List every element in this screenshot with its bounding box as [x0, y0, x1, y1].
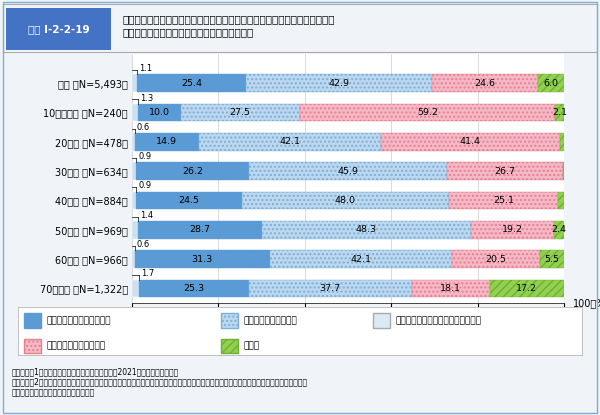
- Bar: [563, 162, 564, 180]
- Bar: [560, 133, 564, 151]
- Text: 2.1: 2.1: [553, 108, 568, 117]
- Bar: [452, 250, 540, 268]
- Bar: [132, 192, 136, 209]
- Text: どうしても必要な時に限り相談する: どうしても必要な時に限り相談する: [396, 316, 482, 325]
- Text: 26.2: 26.2: [182, 167, 203, 176]
- FancyBboxPatch shape: [23, 339, 41, 354]
- Text: 31.3: 31.3: [191, 254, 213, 264]
- Text: 相談先とは考えていない: 相談先とは考えていない: [46, 342, 106, 351]
- Bar: [490, 280, 564, 297]
- Bar: [540, 250, 564, 268]
- Text: 37.7: 37.7: [320, 284, 341, 293]
- Bar: [554, 221, 564, 239]
- Bar: [242, 192, 449, 209]
- Bar: [138, 221, 262, 239]
- Bar: [557, 192, 564, 209]
- Bar: [248, 280, 412, 297]
- Text: 19.2: 19.2: [502, 225, 523, 234]
- Text: 5.5: 5.5: [545, 254, 560, 264]
- Text: 図表 I-2-2-19: 図表 I-2-2-19: [28, 24, 89, 34]
- Text: 0.9: 0.9: [138, 152, 151, 161]
- Text: 48.0: 48.0: [335, 196, 356, 205]
- Text: 0.9: 0.9: [138, 181, 151, 190]
- Text: 28.7: 28.7: [190, 225, 211, 234]
- Text: （備考）　1．消費者庁「消費者意識基本調査」（2021年度）により作成。: （備考） 1．消費者庁「消費者意識基本調査」（2021年度）により作成。: [12, 367, 179, 376]
- Text: 24.6: 24.6: [475, 79, 496, 88]
- Bar: [132, 250, 134, 268]
- Text: 0.6: 0.6: [137, 240, 150, 249]
- Text: 必要に応じて相談する: 必要に応じて相談する: [244, 316, 298, 325]
- Text: 48.3: 48.3: [356, 225, 377, 234]
- FancyBboxPatch shape: [221, 339, 238, 354]
- Text: 41.4: 41.4: [460, 137, 481, 146]
- Text: 59.2: 59.2: [417, 108, 438, 117]
- FancyBboxPatch shape: [23, 313, 41, 327]
- Bar: [470, 221, 554, 239]
- Bar: [136, 192, 242, 209]
- Text: 100（%）: 100（%）: [572, 298, 600, 308]
- Text: 24.5: 24.5: [178, 196, 199, 205]
- Text: 困っていることや心配事がある場合の相談先として、「行政の窓口や公的な: 困っていることや心配事がある場合の相談先として、「行政の窓口や公的な: [123, 15, 335, 24]
- Bar: [199, 133, 381, 151]
- Bar: [132, 162, 136, 180]
- Text: 1.3: 1.3: [140, 93, 153, 103]
- Bar: [262, 221, 470, 239]
- Text: 10.0: 10.0: [149, 108, 170, 117]
- Text: 42.9: 42.9: [329, 79, 350, 88]
- Bar: [381, 133, 560, 151]
- Text: 14.9: 14.9: [156, 137, 177, 146]
- Text: どんなことでも相談できる: どんなことでも相談できる: [46, 316, 111, 325]
- Bar: [247, 74, 432, 92]
- Bar: [132, 280, 139, 297]
- Bar: [139, 280, 248, 297]
- Bar: [556, 104, 565, 121]
- Text: 45.9: 45.9: [338, 167, 359, 176]
- Bar: [181, 104, 299, 121]
- Bar: [132, 74, 137, 92]
- Bar: [132, 104, 137, 121]
- FancyBboxPatch shape: [221, 313, 238, 327]
- Bar: [132, 133, 134, 151]
- Text: 1.7: 1.7: [142, 269, 155, 278]
- Text: 相談員等」を選択した回答の割合（年齢層別）: 相談員等」を選択した回答の割合（年齢層別）: [123, 27, 254, 37]
- Text: 42.1: 42.1: [280, 137, 301, 146]
- Text: 2.4: 2.4: [551, 225, 566, 234]
- Text: 42.1: 42.1: [350, 254, 371, 264]
- Text: 談員等」を選択した回答。: 談員等」を選択した回答。: [12, 388, 95, 397]
- Text: 26.7: 26.7: [494, 167, 515, 176]
- Text: 2．「あなたは、困っていることや心配事があった場合、誰（どこ）に相談しますか。」との問について、「行政の窓口や公的な相: 2．「あなたは、困っていることや心配事があった場合、誰（どこ）に相談しますか。」…: [12, 378, 308, 387]
- Text: 27.5: 27.5: [230, 108, 251, 117]
- Bar: [132, 221, 138, 239]
- Bar: [249, 162, 448, 180]
- Text: 25.3: 25.3: [184, 284, 205, 293]
- Text: 18.1: 18.1: [440, 284, 461, 293]
- Text: 無回答: 無回答: [244, 342, 260, 351]
- Bar: [134, 250, 270, 268]
- Bar: [136, 162, 249, 180]
- FancyBboxPatch shape: [373, 313, 390, 327]
- Bar: [134, 133, 199, 151]
- Bar: [449, 192, 557, 209]
- Text: 17.2: 17.2: [517, 284, 538, 293]
- Bar: [137, 74, 247, 92]
- Text: 25.4: 25.4: [181, 79, 202, 88]
- Bar: [448, 162, 563, 180]
- Bar: [538, 74, 564, 92]
- Bar: [412, 280, 490, 297]
- Text: 6.0: 6.0: [544, 79, 559, 88]
- Text: 20.5: 20.5: [485, 254, 506, 264]
- Bar: [299, 104, 556, 121]
- Text: 1.1: 1.1: [139, 64, 152, 73]
- Text: 0.6: 0.6: [137, 123, 150, 132]
- Text: 25.1: 25.1: [493, 196, 514, 205]
- Bar: [270, 250, 452, 268]
- Text: 1.4: 1.4: [140, 211, 154, 220]
- Bar: [432, 74, 538, 92]
- Bar: [137, 104, 181, 121]
